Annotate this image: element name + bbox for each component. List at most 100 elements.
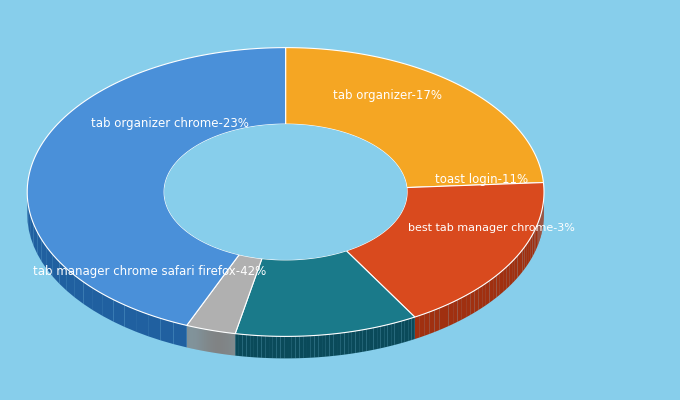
Polygon shape [269,259,271,281]
Polygon shape [317,257,318,280]
Polygon shape [103,294,114,322]
Polygon shape [228,333,229,355]
Polygon shape [399,215,400,238]
Polygon shape [285,260,287,282]
Polygon shape [520,250,522,275]
Polygon shape [296,336,299,358]
Polygon shape [324,256,325,278]
Polygon shape [211,330,212,352]
Polygon shape [279,260,282,282]
Polygon shape [337,253,339,276]
Polygon shape [234,334,235,356]
Polygon shape [199,328,200,350]
Polygon shape [367,242,369,265]
Polygon shape [536,225,537,250]
Polygon shape [486,281,490,305]
Polygon shape [294,260,296,282]
Polygon shape [187,326,188,348]
Polygon shape [374,237,376,260]
Polygon shape [500,270,503,295]
Polygon shape [364,243,367,266]
Polygon shape [475,288,478,313]
Polygon shape [466,293,471,317]
Polygon shape [388,227,389,251]
Polygon shape [208,330,209,352]
Polygon shape [496,273,500,298]
Polygon shape [400,213,401,237]
Polygon shape [202,329,203,351]
Polygon shape [415,315,420,339]
Polygon shape [93,288,103,316]
Polygon shape [282,260,283,282]
Polygon shape [201,328,202,351]
Polygon shape [221,250,227,273]
Polygon shape [27,48,286,326]
Polygon shape [169,211,171,236]
Polygon shape [292,260,294,282]
Polygon shape [328,255,330,278]
Polygon shape [356,330,359,353]
Polygon shape [378,235,379,258]
Polygon shape [305,259,306,281]
Polygon shape [359,330,362,352]
Polygon shape [509,262,512,286]
Polygon shape [340,252,341,275]
Polygon shape [218,331,219,354]
Polygon shape [303,336,307,358]
Polygon shape [166,203,167,229]
Polygon shape [136,310,148,336]
Polygon shape [297,260,299,282]
Polygon shape [200,328,201,350]
Polygon shape [358,246,360,268]
Polygon shape [214,331,215,353]
Polygon shape [222,332,223,354]
Polygon shape [325,256,327,278]
Polygon shape [243,334,246,357]
Polygon shape [265,259,267,281]
Polygon shape [308,258,310,281]
Polygon shape [540,215,541,240]
Polygon shape [193,327,194,349]
Polygon shape [391,225,392,248]
Polygon shape [339,253,340,275]
Polygon shape [226,332,227,355]
Polygon shape [306,259,308,281]
Polygon shape [348,332,352,354]
Polygon shape [531,234,532,260]
Polygon shape [284,336,288,358]
Polygon shape [203,329,204,351]
Polygon shape [47,247,53,277]
Polygon shape [283,260,285,282]
Polygon shape [327,256,328,278]
Polygon shape [229,333,230,355]
Polygon shape [522,247,525,272]
Polygon shape [398,216,399,240]
Polygon shape [180,225,183,250]
Polygon shape [373,327,377,350]
Polygon shape [274,260,276,282]
Polygon shape [462,295,466,320]
Polygon shape [290,260,292,282]
Polygon shape [405,319,408,342]
Polygon shape [114,300,124,327]
Polygon shape [204,329,205,351]
Polygon shape [227,333,228,355]
Polygon shape [453,300,458,324]
Polygon shape [397,218,398,241]
Polygon shape [223,332,224,354]
Polygon shape [320,257,322,279]
Polygon shape [190,234,195,259]
Polygon shape [280,336,284,358]
Polygon shape [31,216,34,246]
Polygon shape [160,318,173,344]
Polygon shape [215,331,216,353]
Polygon shape [478,286,482,310]
Polygon shape [393,222,394,245]
Polygon shape [173,322,187,348]
Polygon shape [396,219,397,242]
Polygon shape [273,336,277,358]
Polygon shape [385,230,386,253]
Polygon shape [258,336,262,358]
Polygon shape [67,269,75,298]
Polygon shape [493,276,496,300]
